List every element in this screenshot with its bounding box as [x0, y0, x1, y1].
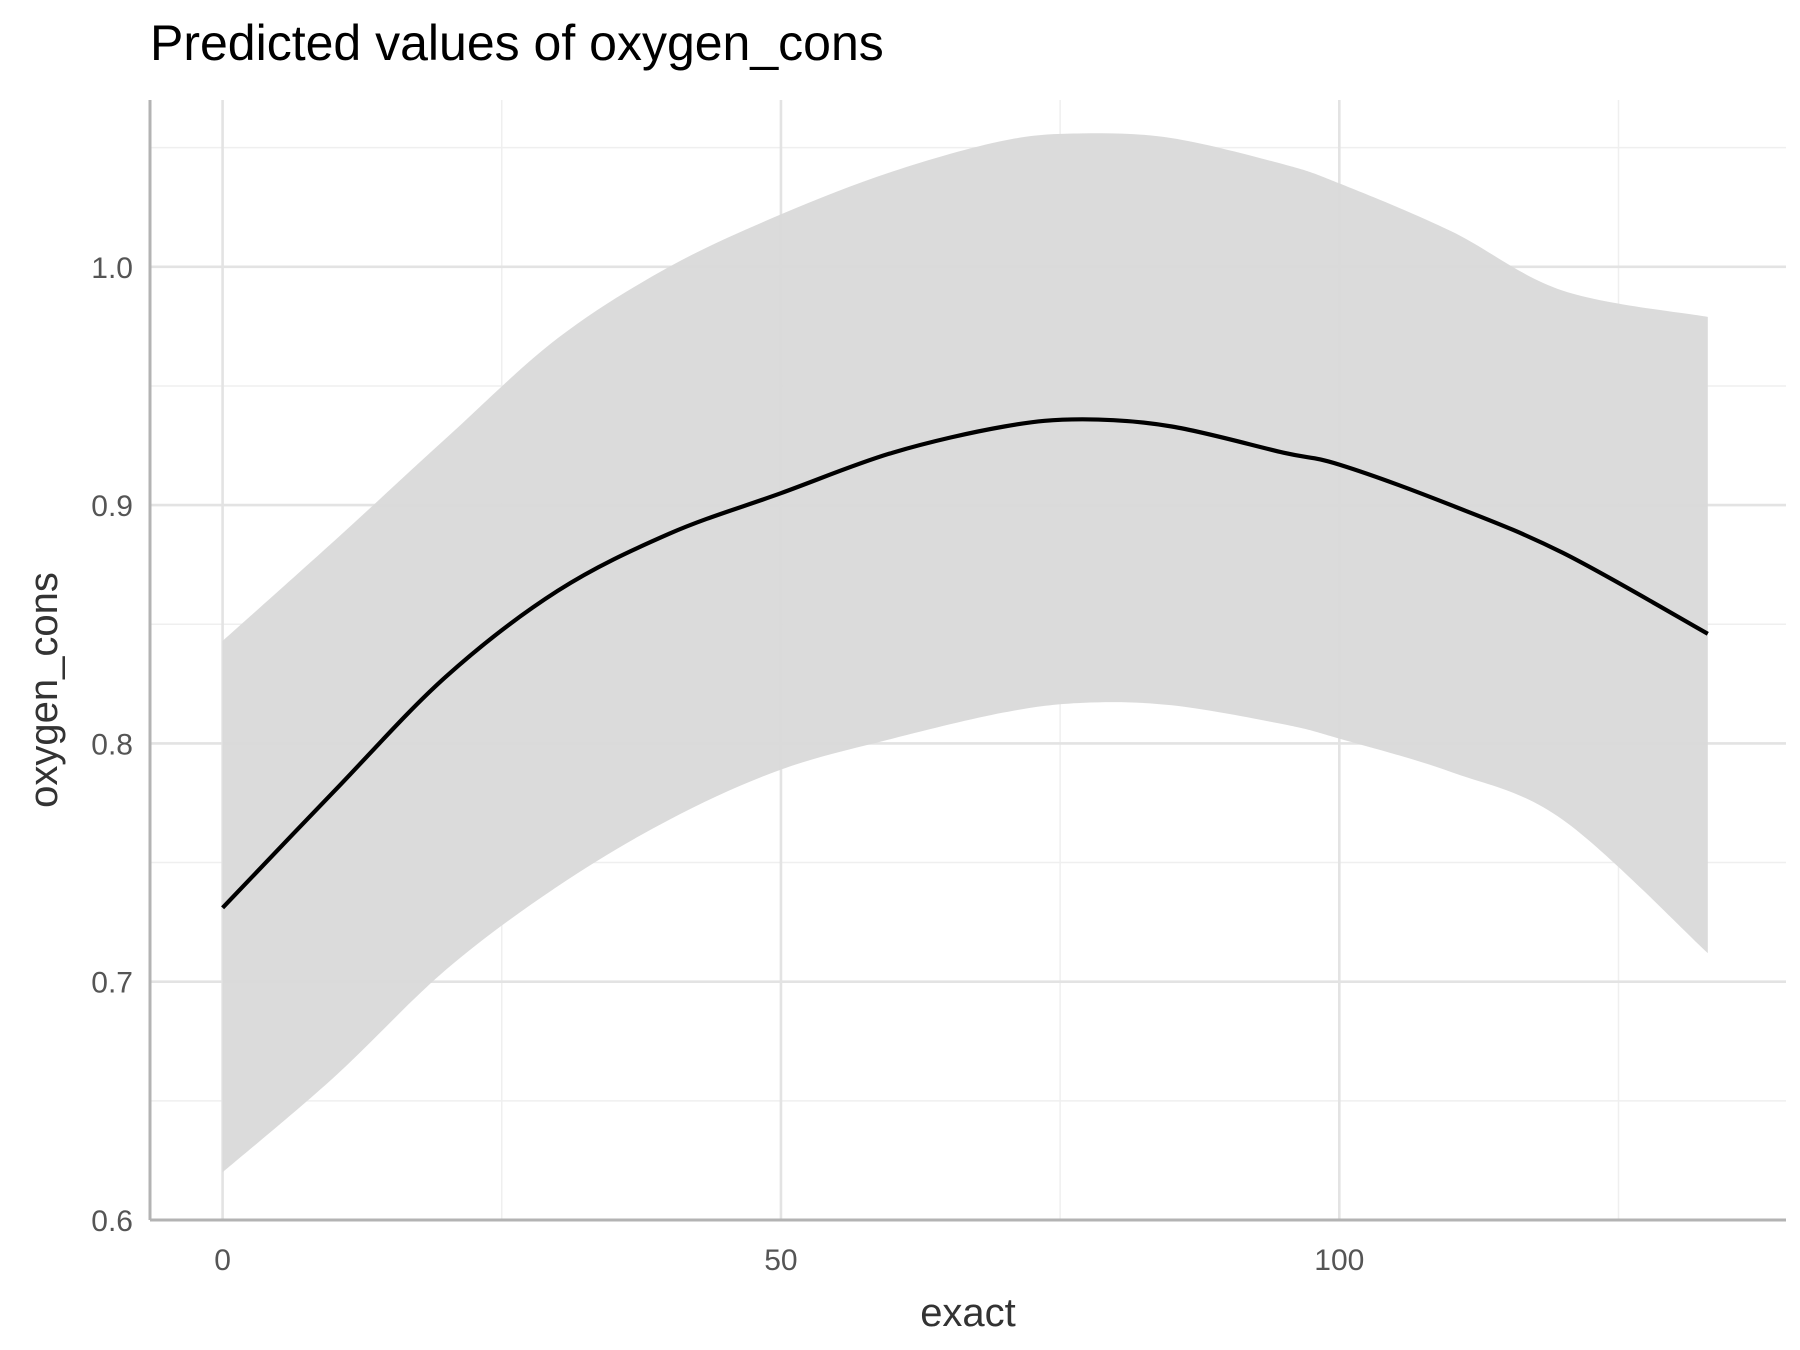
y-axis-title: oxygen_cons	[22, 572, 66, 808]
confidence-ribbon	[222, 133, 1708, 1173]
x-tick-label: 0	[214, 1244, 231, 1277]
x-tick-label: 100	[1314, 1244, 1364, 1277]
x-tick-labels: 0 50 100	[214, 1244, 1364, 1277]
x-axis-title: exact	[920, 1291, 1016, 1335]
y-tick-labels: 0.6 0.7 0.8 0.9 1.0	[91, 252, 133, 1238]
x-tick-label: 50	[764, 1244, 797, 1277]
y-tick-label: 0.9	[91, 490, 133, 523]
prediction-line	[221, 417, 1709, 910]
y-tick-label: 0.8	[91, 728, 133, 761]
chart-title: Predicted values of oxygen_cons	[150, 15, 884, 71]
y-tick-label: 1.0	[91, 252, 133, 285]
y-tick-label: 0.7	[91, 967, 133, 1000]
y-tick-label: 0.6	[91, 1205, 133, 1238]
